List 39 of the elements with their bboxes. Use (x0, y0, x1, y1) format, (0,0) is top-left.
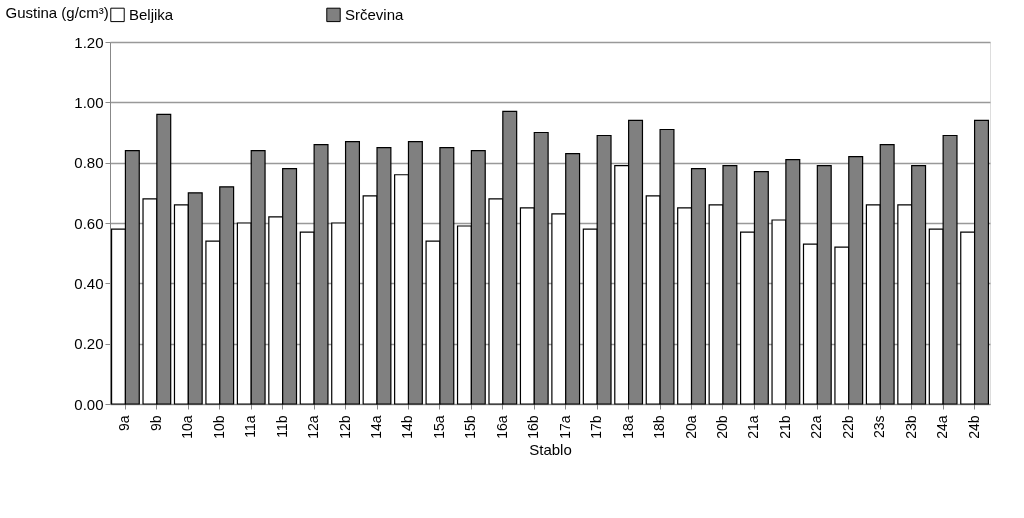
x-tick-label: 17b (588, 415, 605, 439)
x-tick-label: 12a (305, 415, 322, 439)
x-tick-label: 24a (934, 415, 951, 439)
x-tick-label: 18b (651, 415, 668, 439)
x-tick-label: 22b (839, 415, 856, 439)
x-tick-label: 17a (556, 415, 573, 439)
y-axis-title: Gustina (g/cm³) (5, 3, 109, 21)
x-tick-label: 14b (399, 415, 416, 439)
x-tick-label: 21a (745, 415, 762, 439)
x-tick-label: 21b (776, 415, 793, 439)
y-tick-label: 0.80 (74, 154, 104, 172)
x-tick-label: 23s (871, 415, 888, 439)
x-tick-label: 9b (147, 415, 164, 432)
x-axis-title: Stablo (529, 440, 572, 458)
legend-label: Srčevina (345, 5, 405, 23)
y-tick-label: 1.00 (74, 93, 104, 111)
x-tick-label: 14a (368, 415, 385, 439)
legend-label: Beljika (129, 5, 174, 23)
x-tick-label: 16a (493, 415, 510, 439)
x-tick-label: 18a (619, 415, 636, 439)
x-tick-label: 11a (242, 415, 259, 438)
y-tick-label: 0.60 (74, 214, 104, 232)
x-tick-label: 12b (336, 415, 353, 439)
y-tick-label: 0.00 (74, 395, 104, 413)
x-tick-label: 15a (430, 415, 447, 439)
x-tick-label: 15b (462, 415, 479, 439)
x-tick-label: 24b (965, 415, 982, 439)
x-tick-label: 10b (210, 415, 227, 439)
y-tick-label: 1.20 (74, 33, 104, 51)
x-tick-label: 20b (713, 415, 730, 439)
x-tick-label: 16b (525, 415, 542, 439)
x-tick-label: 11b (273, 415, 290, 438)
x-tick-label: 20a (682, 415, 699, 439)
y-tick-label: 0.40 (74, 274, 104, 292)
x-tick-label: 10a (179, 415, 196, 439)
x-tick-label: 23b (902, 415, 919, 439)
x-tick-label: 22a (808, 415, 825, 439)
y-tick-label: 0.20 (74, 335, 104, 353)
x-tick-label: 9a (116, 415, 133, 432)
